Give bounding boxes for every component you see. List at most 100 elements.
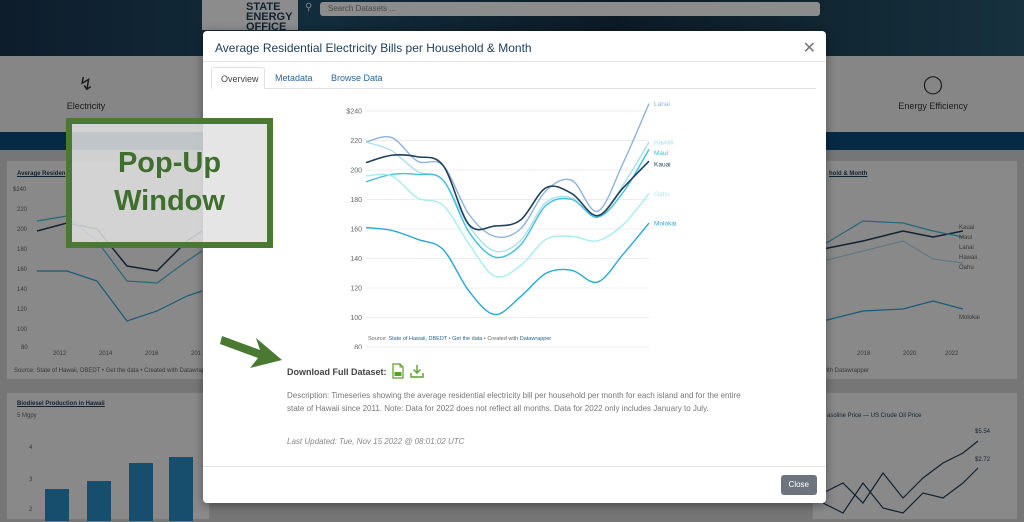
bg-right-xtick-0: 2018: [857, 351, 871, 357]
series-line-maui: [365, 148, 650, 259]
y-tick-label: 200: [350, 168, 362, 175]
download-row: Download Full Dataset:: [287, 363, 425, 381]
bg-legend-2: Lanai: [959, 245, 974, 251]
bg-card-right: hold & Month Kauai Maui Lanai Hawaii Oah…: [812, 160, 1018, 380]
series-label-molokai: Molokai: [654, 221, 676, 228]
bg-xtick-0: 2012: [53, 351, 67, 357]
bg-source-right: ed with Datawrapper: [814, 368, 870, 374]
bg-source-left: Source: State of Hawaii, DBEDT • Get the…: [14, 368, 214, 374]
lightbulb-icon: ◯: [922, 74, 944, 94]
source-sep-2: • Created with: [482, 336, 520, 342]
bg-biodiesel-tick-0: 4: [29, 445, 33, 451]
logo-line-3: OFFICE: [246, 21, 287, 33]
tab-overview[interactable]: Overview: [211, 67, 265, 89]
bg-bar-1: [45, 489, 69, 521]
close-button[interactable]: Close: [780, 475, 817, 495]
bg-tick-2: 200: [17, 227, 28, 233]
get-data-link[interactable]: Get the data: [452, 336, 483, 342]
search-icon[interactable]: ⚲: [305, 2, 313, 13]
bg-tick-6: 120: [17, 307, 28, 313]
dataset-modal: Average Residential Electricity Bills pe…: [203, 31, 826, 503]
bg-xtick-2: 2016: [145, 351, 159, 357]
source-prefix: Source:: [368, 336, 389, 342]
y-tick-label: 160: [350, 227, 362, 234]
close-icon[interactable]: ✕: [802, 40, 816, 57]
bg-tick-3: 180: [17, 247, 28, 253]
series-label-hawaii: Hawaii: [654, 139, 674, 146]
series-line-lanai: [365, 103, 650, 239]
download-icon[interactable]: [409, 363, 425, 381]
bg-right-chart: [823, 220, 963, 322]
bg-tick-5: 140: [17, 287, 28, 293]
nav-item-electricity[interactable]: ↯ Electricity: [46, 74, 126, 111]
bg-xtick-1: 2014: [99, 351, 113, 357]
source-link[interactable]: State of Hawaii, DBEDT: [388, 336, 448, 342]
bg-card-biodiesel-title[interactable]: Biodiesel Production in Hawaii: [17, 401, 105, 407]
bg-biodiesel-tick-2: 2: [29, 507, 33, 513]
bg-biodiesel-unit: 5 Mgpy: [17, 413, 37, 419]
bg-oil-value-1: $5.54: [975, 429, 991, 435]
source-sep-1: •: [447, 336, 453, 342]
bg-card-title[interactable]: Average Residen: [17, 171, 66, 177]
y-tick-label: $240: [346, 109, 362, 116]
series-line-molokai: [365, 222, 650, 316]
bg-legend-3: Hawaii: [959, 255, 978, 261]
bg-tick-4: 160: [17, 267, 28, 273]
bg-tick-8: 80: [21, 345, 28, 351]
bg-legend-1: Maui: [959, 235, 973, 241]
bg-right-xtick-2: 2022: [945, 351, 959, 357]
chart-source: Source: State of Hawaii, DBEDT • Get the…: [368, 336, 551, 342]
nav-item-energy-efficiency[interactable]: ◯ Energy Efficiency: [893, 74, 973, 111]
modal-tabs: Overview Metadata Browse Data: [211, 67, 816, 89]
bg-legend-4: Oahu: [959, 265, 974, 271]
y-tick-label: 180: [350, 197, 362, 204]
bg-legend-5: Molokai: [959, 315, 980, 321]
bg-oil-value-2: $2.72: [975, 457, 991, 463]
logo-line-1: STATE: [246, 1, 281, 13]
bg-tick-1: 220: [17, 207, 28, 213]
modal-footer-divider: [203, 466, 826, 467]
datawrapper-link[interactable]: Datawrapper: [519, 336, 552, 342]
bg-bar-4: [169, 457, 193, 521]
bg-right-xtick-1: 2020: [903, 351, 917, 357]
series-label-kauai: Kauai: [654, 162, 671, 169]
bg-card-oil-price: asoline Price — US Crude Oil Price $5.54…: [812, 392, 1018, 520]
lightning-icon: ↯: [78, 74, 94, 94]
bg-xtick-3: 201: [191, 351, 202, 357]
bg-bar-2: [87, 481, 111, 521]
y-tick-label: 140: [350, 256, 362, 263]
modal-title: Average Residential Electricity Bills pe…: [215, 41, 532, 55]
dataset-description: Description: Timeseries showing the aver…: [287, 391, 741, 413]
nav-label-energy-efficiency: Energy Efficiency: [898, 101, 968, 111]
chart-container: $240220200180160140120100802011201220132…: [338, 97, 693, 358]
callout-line-1: Pop-Up: [117, 147, 222, 179]
callout-line-2: Window: [114, 185, 225, 217]
bg-bar-3: [129, 463, 153, 521]
logo-line-2: ENERGY: [246, 11, 293, 23]
bg-card-right-title[interactable]: hold & Month: [829, 171, 868, 177]
y-tick-label: 220: [350, 138, 362, 145]
bg-tick-0: $240: [13, 187, 27, 193]
site-logo[interactable]: STATE ENERGY OFFICE: [202, 0, 298, 33]
bg-card-biodiesel: Biodiesel Production in Hawaii 5 Mgpy 4 …: [6, 392, 210, 521]
series-label-maui: Maui: [654, 150, 668, 157]
last-updated: Last Updated: Tue, Nov 15 2022 @ 08:01:0…: [287, 437, 465, 446]
search-input[interactable]: Search Datasets ...: [320, 2, 820, 16]
tab-browse-data[interactable]: Browse Data: [331, 73, 383, 83]
y-tick-label: 100: [350, 315, 362, 322]
tab-metadata[interactable]: Metadata: [275, 73, 313, 83]
bg-biodiesel-tick-1: 3: [29, 477, 33, 483]
download-label: Download Full Dataset:: [287, 367, 387, 377]
annotation-arrow-icon: [220, 336, 282, 368]
series-line-oahu: [365, 173, 650, 278]
y-tick-label: 80: [354, 345, 362, 350]
series-line-kauai: [365, 154, 650, 231]
series-label-oahu: Oahu: [654, 191, 670, 198]
nav-label-electricity: Electricity: [66, 101, 106, 111]
popup-window-callout: Pop-Up Window: [66, 118, 273, 248]
series-label-lanai: Lanai: [654, 101, 670, 108]
csv-file-icon[interactable]: [391, 363, 405, 381]
line-chart: $240220200180160140120100802011201220132…: [346, 101, 676, 358]
bg-tick-7: 100: [17, 327, 28, 333]
bg-oil-legend: asoline Price — US Crude Oil Price: [827, 413, 922, 419]
